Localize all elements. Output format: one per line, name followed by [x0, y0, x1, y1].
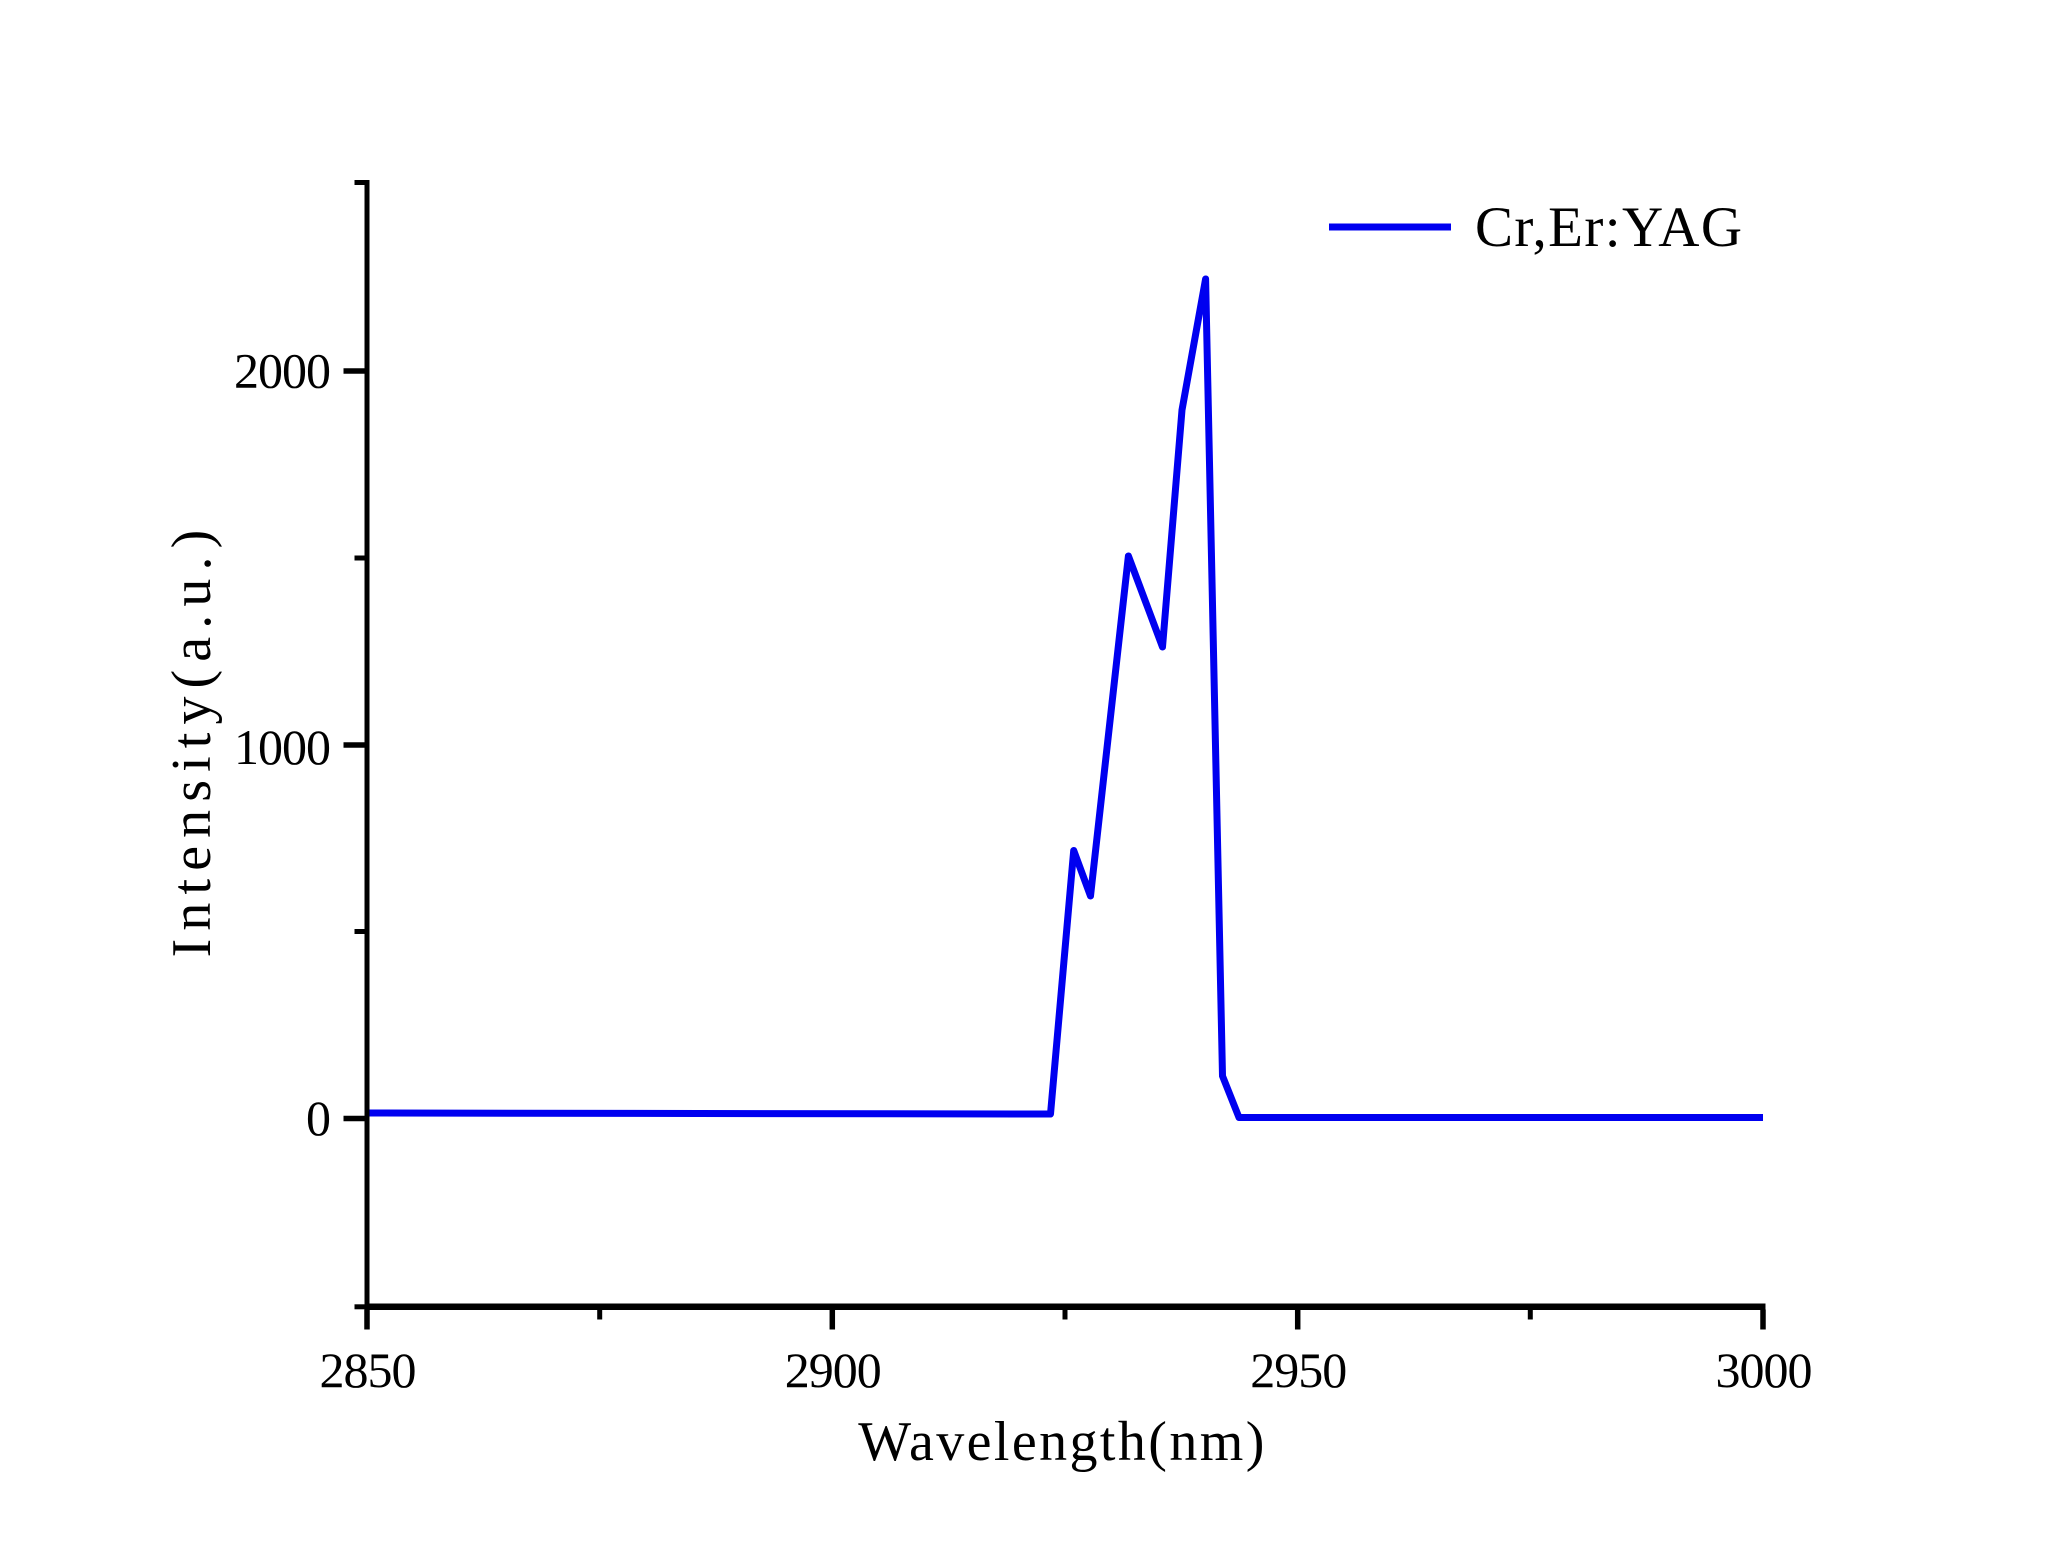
svg-text:Wavelength(nm): Wavelength(nm): [858, 1411, 1267, 1473]
svg-text:2850: 2850: [320, 1342, 416, 1398]
svg-text:Intensity(a.u.): Intensity(a.u.): [161, 522, 223, 958]
svg-text:2000: 2000: [234, 343, 330, 399]
svg-text:3000: 3000: [1716, 1342, 1812, 1398]
svg-text:0: 0: [306, 1090, 330, 1146]
svg-text:1000: 1000: [234, 719, 330, 775]
svg-text:2900: 2900: [785, 1342, 881, 1398]
svg-text:Cr,Er:YAG: Cr,Er:YAG: [1475, 196, 1743, 259]
svg-text:2950: 2950: [1250, 1342, 1346, 1398]
